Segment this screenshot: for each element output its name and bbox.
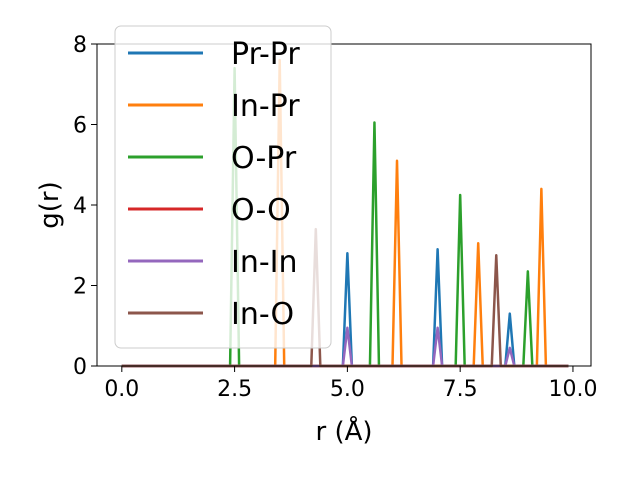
legend-label-in-in: In-In	[231, 245, 298, 280]
y-axis-label: g(r)	[35, 181, 65, 228]
y-tick-label: 0	[73, 355, 87, 380]
x-tick-label: 10.0	[548, 377, 597, 402]
legend-box	[114, 25, 332, 349]
x-axis-ticks: 0.0 2.5 5.0 7.5 10.0	[104, 366, 597, 402]
x-tick-label: 0.0	[104, 377, 139, 402]
y-tick-label: 6	[73, 114, 87, 139]
x-tick-label: 7.5	[443, 377, 478, 402]
legend-label-pr-pr: Pr-Pr	[231, 37, 300, 72]
x-tick-label: 5.0	[330, 377, 365, 402]
y-axis-ticks: 0 2 4 6 8	[73, 33, 97, 380]
legend-label-in-o: In-O	[231, 297, 294, 332]
y-tick-label: 4	[73, 194, 87, 219]
legend: Pr-Pr In-Pr O-Pr O-O In-In In-O	[114, 25, 332, 349]
series-line-pr-pr	[121, 248, 569, 368]
legend-label-o-pr: O-Pr	[231, 141, 297, 176]
legend-label-o-o: O-O	[231, 193, 291, 228]
series-line-in-in	[121, 326, 569, 368]
y-tick-label: 2	[73, 275, 87, 300]
legend-label-in-pr: In-Pr	[231, 89, 300, 124]
y-tick-label: 8	[73, 33, 87, 58]
x-axis-label: r (Å)	[315, 415, 372, 447]
x-tick-label: 2.5	[217, 377, 252, 402]
